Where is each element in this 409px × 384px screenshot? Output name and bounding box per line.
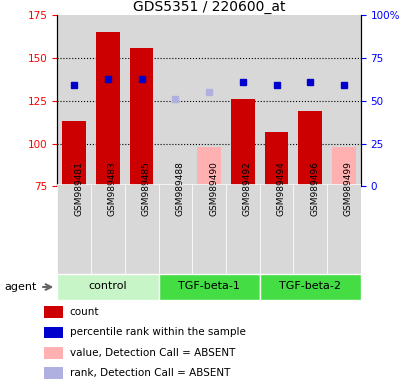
Bar — [130, 48, 153, 186]
Bar — [298, 111, 321, 186]
Text: agent: agent — [4, 282, 36, 292]
Text: TGF-beta-2: TGF-beta-2 — [279, 281, 340, 291]
Bar — [158, 184, 192, 275]
Text: GSM989483: GSM989483 — [108, 161, 117, 216]
Bar — [225, 15, 259, 186]
Bar — [124, 15, 158, 186]
Bar — [44, 306, 63, 318]
Title: GDS5351 / 220600_at: GDS5351 / 220600_at — [133, 0, 285, 14]
Text: GSM989481: GSM989481 — [74, 161, 83, 216]
Text: GSM989494: GSM989494 — [276, 161, 285, 216]
Bar — [331, 147, 355, 186]
Bar — [259, 274, 360, 300]
Bar — [158, 274, 259, 300]
Bar — [192, 15, 225, 186]
Bar — [326, 184, 360, 275]
Text: control: control — [88, 281, 127, 291]
Text: GSM989499: GSM989499 — [343, 161, 352, 216]
Text: GSM989492: GSM989492 — [242, 161, 251, 216]
Bar — [326, 15, 360, 186]
Text: TGF-beta-1: TGF-beta-1 — [178, 281, 239, 291]
Bar — [158, 15, 192, 186]
Bar — [62, 121, 86, 186]
Bar — [264, 132, 288, 186]
Bar — [192, 184, 225, 275]
Text: rank, Detection Call = ABSENT: rank, Detection Call = ABSENT — [70, 368, 229, 378]
Bar — [57, 184, 91, 275]
Bar — [293, 15, 326, 186]
Text: count: count — [70, 307, 99, 317]
Bar — [197, 147, 220, 186]
Text: GSM989485: GSM989485 — [142, 161, 151, 216]
Bar — [44, 367, 63, 379]
Text: percentile rank within the sample: percentile rank within the sample — [70, 328, 245, 338]
Bar — [57, 274, 158, 300]
Bar — [259, 15, 293, 186]
Bar — [96, 33, 119, 186]
Bar — [44, 326, 63, 338]
Bar — [230, 99, 254, 186]
Text: GSM989496: GSM989496 — [310, 161, 319, 216]
Bar — [91, 15, 124, 186]
Bar — [44, 347, 63, 359]
Bar — [57, 15, 91, 186]
Bar — [293, 184, 326, 275]
Text: value, Detection Call = ABSENT: value, Detection Call = ABSENT — [70, 348, 234, 358]
Bar — [225, 184, 259, 275]
Text: GSM989488: GSM989488 — [175, 161, 184, 216]
Text: GSM989490: GSM989490 — [209, 161, 218, 216]
Bar — [163, 185, 187, 186]
Bar — [124, 184, 158, 275]
Bar — [91, 184, 124, 275]
Bar — [259, 184, 293, 275]
